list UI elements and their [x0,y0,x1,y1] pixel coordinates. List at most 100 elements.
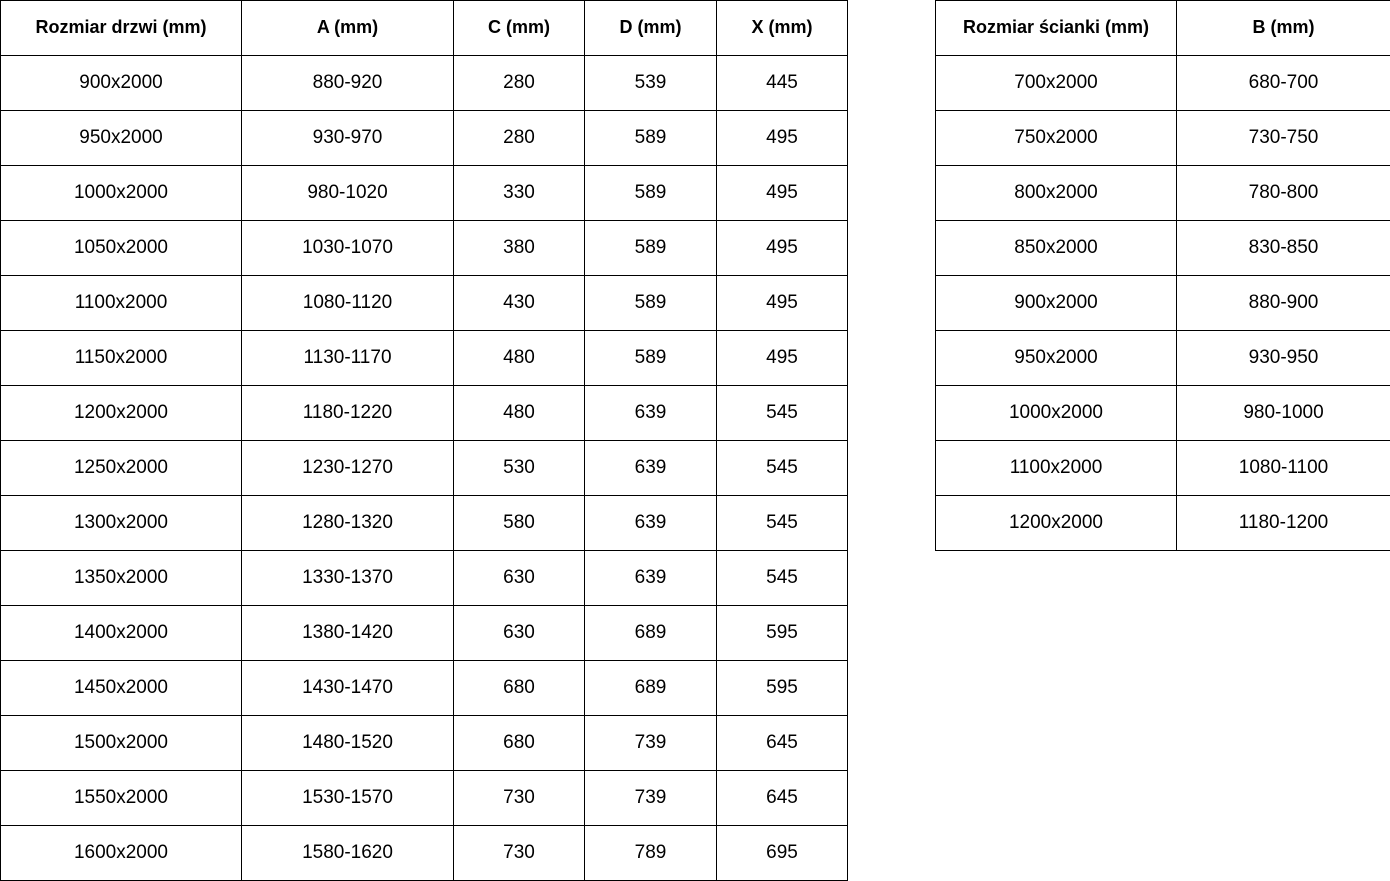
cell-b: 780-800 [1177,166,1390,221]
cell-x: 495 [717,331,848,386]
table-row: 1100x2000 1080-1120 430 589 495 [1,276,848,331]
cell-a: 1430-1470 [242,661,454,716]
cell-wall-size: 800x2000 [936,166,1177,221]
table-row: 900x2000 880-900 [936,276,1390,331]
cell-door-size: 1600x2000 [1,826,242,881]
table-row: 750x2000 730-750 [936,111,1390,166]
cell-d: 639 [585,441,717,496]
table-row: 950x2000 930-950 [936,331,1390,386]
column-header-b: B (mm) [1177,1,1390,56]
cell-c: 680 [454,661,585,716]
cell-x: 545 [717,386,848,441]
column-header-d: D (mm) [585,1,717,56]
cell-x: 545 [717,551,848,606]
cell-wall-size: 700x2000 [936,56,1177,111]
cell-a: 1230-1270 [242,441,454,496]
column-header-wall-size: Rozmiar ścianki (mm) [936,1,1177,56]
cell-a: 1130-1170 [242,331,454,386]
column-header-c: C (mm) [454,1,585,56]
cell-a: 880-920 [242,56,454,111]
wall-table-header: Rozmiar ścianki (mm) B (mm) [936,1,1390,56]
cell-d: 739 [585,771,717,826]
cell-x: 545 [717,441,848,496]
cell-door-size: 1350x2000 [1,551,242,606]
cell-c: 330 [454,166,585,221]
cell-c: 630 [454,606,585,661]
cell-x: 495 [717,166,848,221]
table-row: 1150x2000 1130-1170 480 589 495 [1,331,848,386]
cell-door-size: 1450x2000 [1,661,242,716]
cell-d: 639 [585,386,717,441]
cell-a: 1080-1120 [242,276,454,331]
cell-wall-size: 1200x2000 [936,496,1177,551]
table-header-row: Rozmiar ścianki (mm) B (mm) [936,1,1390,56]
cell-c: 280 [454,111,585,166]
cell-c: 630 [454,551,585,606]
door-table-body: 900x2000 880-920 280 539 445 950x2000 93… [1,56,848,881]
cell-d: 639 [585,496,717,551]
cell-door-size: 1050x2000 [1,221,242,276]
cell-door-size: 1300x2000 [1,496,242,551]
cell-d: 789 [585,826,717,881]
table-row: 1600x2000 1580-1620 730 789 695 [1,826,848,881]
cell-c: 430 [454,276,585,331]
cell-c: 680 [454,716,585,771]
cell-d: 689 [585,661,717,716]
cell-c: 480 [454,331,585,386]
cell-c: 380 [454,221,585,276]
table-row: 1200x2000 1180-1220 480 639 545 [1,386,848,441]
wall-panel-size-table: Rozmiar ścianki (mm) B (mm) 700x2000 680… [935,0,1390,551]
cell-door-size: 950x2000 [1,111,242,166]
cell-x: 495 [717,276,848,331]
cell-x: 495 [717,111,848,166]
table-row: 1400x2000 1380-1420 630 689 595 [1,606,848,661]
cell-c: 280 [454,56,585,111]
cell-a: 930-970 [242,111,454,166]
table-row: 1500x2000 1480-1520 680 739 645 [1,716,848,771]
cell-b: 1080-1100 [1177,441,1390,496]
cell-x: 445 [717,56,848,111]
table-row: 700x2000 680-700 [936,56,1390,111]
door-table-header: Rozmiar drzwi (mm) A (mm) C (mm) D (mm) … [1,1,848,56]
cell-b: 730-750 [1177,111,1390,166]
cell-d: 689 [585,606,717,661]
cell-d: 639 [585,551,717,606]
cell-x: 695 [717,826,848,881]
cell-wall-size: 950x2000 [936,331,1177,386]
table-row: 1050x2000 1030-1070 380 589 495 [1,221,848,276]
table-row: 1200x2000 1180-1200 [936,496,1390,551]
cell-b: 930-950 [1177,331,1390,386]
cell-wall-size: 750x2000 [936,111,1177,166]
cell-door-size: 900x2000 [1,56,242,111]
cell-d: 589 [585,331,717,386]
table-row: 900x2000 880-920 280 539 445 [1,56,848,111]
cell-a: 1380-1420 [242,606,454,661]
cell-door-size: 1400x2000 [1,606,242,661]
cell-door-size: 1500x2000 [1,716,242,771]
cell-d: 739 [585,716,717,771]
cell-door-size: 1000x2000 [1,166,242,221]
cell-d: 539 [585,56,717,111]
cell-x: 595 [717,661,848,716]
wall-table-body: 700x2000 680-700 750x2000 730-750 800x20… [936,56,1390,551]
table-row: 1550x2000 1530-1570 730 739 645 [1,771,848,826]
cell-door-size: 1550x2000 [1,771,242,826]
cell-door-size: 1100x2000 [1,276,242,331]
cell-x: 545 [717,496,848,551]
column-header-door-size: Rozmiar drzwi (mm) [1,1,242,56]
table-row: 1250x2000 1230-1270 530 639 545 [1,441,848,496]
cell-door-size: 1200x2000 [1,386,242,441]
table-row: 1350x2000 1330-1370 630 639 545 [1,551,848,606]
cell-d: 589 [585,276,717,331]
column-header-x: X (mm) [717,1,848,56]
table-row: 950x2000 930-970 280 589 495 [1,111,848,166]
table-row: 850x2000 830-850 [936,221,1390,276]
cell-a: 980-1020 [242,166,454,221]
cell-c: 730 [454,771,585,826]
table-row: 800x2000 780-800 [936,166,1390,221]
cell-d: 589 [585,221,717,276]
door-size-table: Rozmiar drzwi (mm) A (mm) C (mm) D (mm) … [0,0,848,881]
cell-wall-size: 1100x2000 [936,441,1177,496]
table-row: 1300x2000 1280-1320 580 639 545 [1,496,848,551]
cell-c: 530 [454,441,585,496]
